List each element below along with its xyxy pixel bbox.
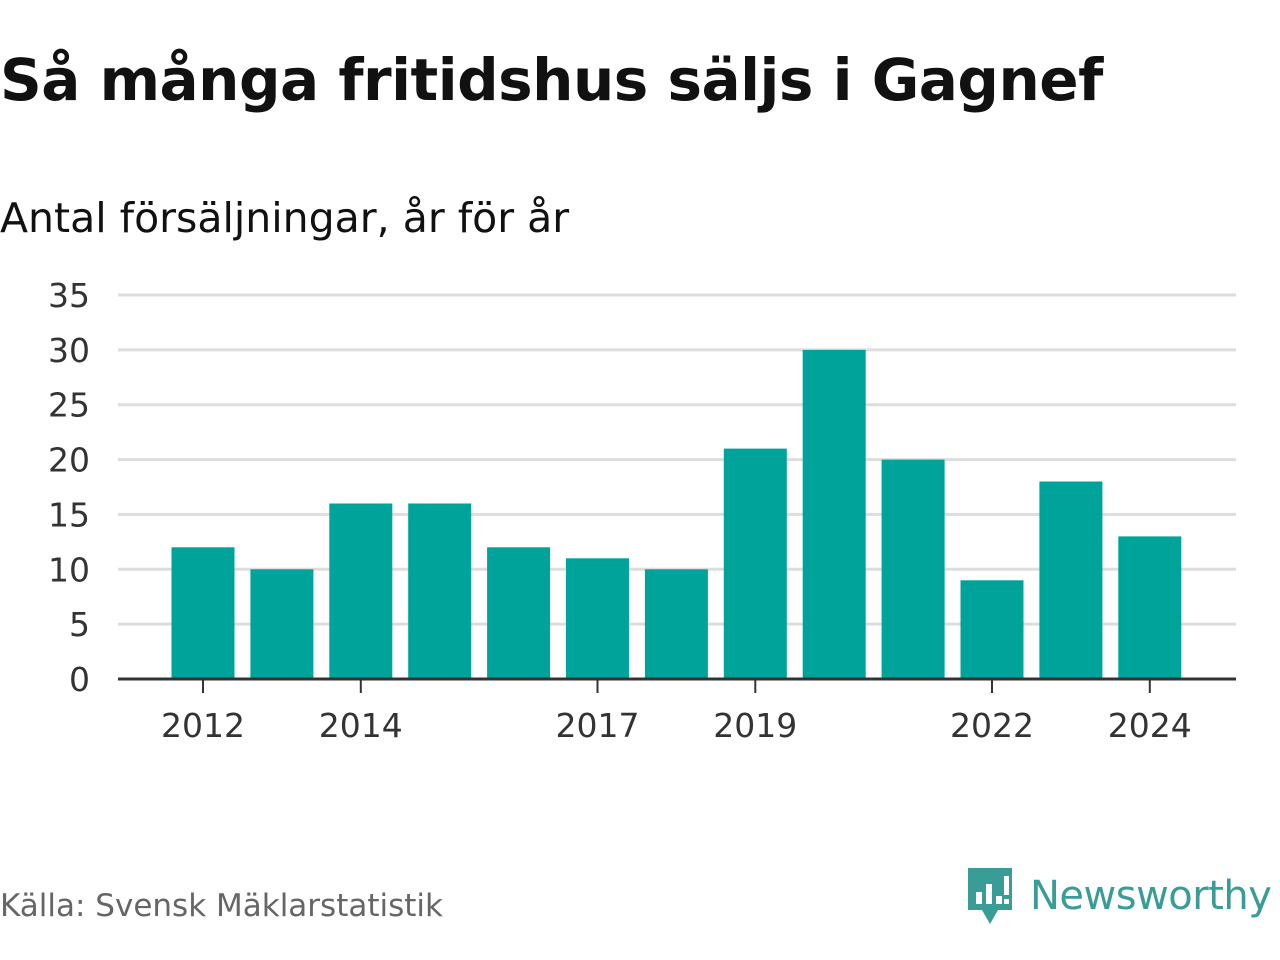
y-tick-label: 15 xyxy=(48,495,90,534)
bar-2015 xyxy=(408,503,472,679)
x-tick-label: 2022 xyxy=(950,706,1034,745)
y-tick-label: 10 xyxy=(48,550,90,589)
x-tick-label: 2014 xyxy=(319,706,403,745)
chart-title: Så många fritidshus säljs i Gagnef xyxy=(0,46,1103,114)
bar-2018 xyxy=(644,569,708,679)
source-note: Källa: Svensk Mäklarstatistik xyxy=(0,888,443,924)
y-tick-label: 0 xyxy=(69,660,90,699)
chart-subtitle: Antal försäljningar, år för år xyxy=(0,194,570,242)
bar-2023 xyxy=(1039,481,1103,679)
bar-2014 xyxy=(329,503,393,679)
bar-chart-speech-bubble-icon xyxy=(968,868,1012,924)
bar-2016 xyxy=(487,547,551,679)
bar-2013 xyxy=(250,569,314,679)
bar-2020 xyxy=(802,349,866,679)
x-axis xyxy=(118,677,1236,693)
newsworthy-logo: Newsworthy xyxy=(964,862,1272,930)
bar-2021 xyxy=(881,459,945,679)
y-tick-label: 25 xyxy=(48,386,90,425)
bar-2012 xyxy=(171,547,235,679)
y-tick-label: 30 xyxy=(48,331,90,370)
bar-chart: 0 5 10 15 20 25 30 35 2012 2014 2017 2019 2022 2024 xyxy=(48,276,1236,745)
bar-2017 xyxy=(566,558,629,679)
x-tick-label: 2019 xyxy=(713,706,797,745)
bar-2019 xyxy=(723,448,787,679)
y-tick-label: 20 xyxy=(48,441,90,480)
tick-labels: 0 5 10 15 20 25 30 35 2012 2014 2017 2019 2022 2024 xyxy=(48,276,1192,745)
y-tick-label: 5 xyxy=(69,605,90,644)
y-tick-label: 35 xyxy=(48,276,90,315)
x-tick-label: 2024 xyxy=(1108,706,1192,745)
brand-name: Newsworthy xyxy=(1030,873,1272,919)
bars xyxy=(171,349,1182,679)
x-tick-label: 2017 xyxy=(556,706,640,745)
gridlines xyxy=(118,293,1236,626)
bar-2022 xyxy=(960,580,1024,679)
x-tick-label: 2012 xyxy=(161,706,245,745)
bar-2024 xyxy=(1118,536,1182,679)
